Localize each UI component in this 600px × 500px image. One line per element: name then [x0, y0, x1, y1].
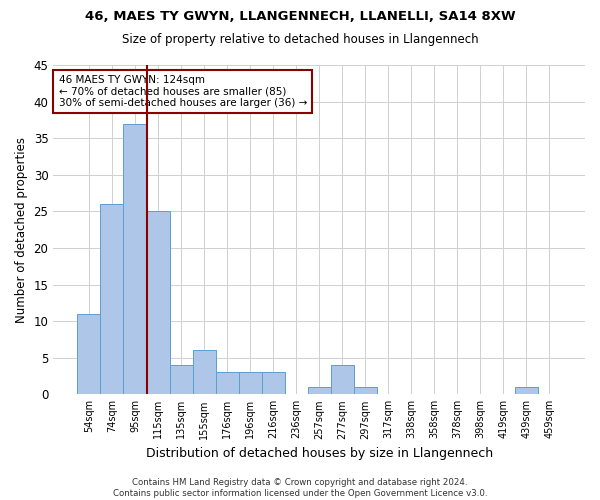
Bar — [308, 387, 331, 394]
Y-axis label: Number of detached properties: Number of detached properties — [15, 136, 28, 322]
Bar — [193, 350, 215, 395]
Bar — [215, 372, 239, 394]
Bar — [77, 314, 100, 394]
Bar — [239, 372, 262, 394]
Bar — [331, 365, 353, 394]
Bar — [124, 124, 146, 394]
Bar — [146, 212, 170, 394]
Bar — [100, 204, 124, 394]
Text: Contains HM Land Registry data © Crown copyright and database right 2024.
Contai: Contains HM Land Registry data © Crown c… — [113, 478, 487, 498]
Text: Size of property relative to detached houses in Llangennech: Size of property relative to detached ho… — [122, 32, 478, 46]
Bar — [515, 387, 538, 394]
Bar — [170, 365, 193, 394]
Bar — [262, 372, 284, 394]
X-axis label: Distribution of detached houses by size in Llangennech: Distribution of detached houses by size … — [146, 447, 493, 460]
Text: 46, MAES TY GWYN, LLANGENNECH, LLANELLI, SA14 8XW: 46, MAES TY GWYN, LLANGENNECH, LLANELLI,… — [85, 10, 515, 23]
Bar — [353, 387, 377, 394]
Text: 46 MAES TY GWYN: 124sqm
← 70% of detached houses are smaller (85)
30% of semi-de: 46 MAES TY GWYN: 124sqm ← 70% of detache… — [59, 75, 307, 108]
